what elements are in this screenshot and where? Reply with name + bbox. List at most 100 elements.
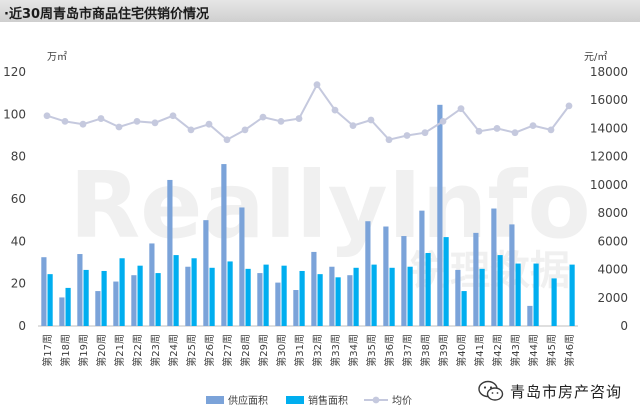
bar-sales — [497, 255, 503, 326]
bar-supply — [293, 290, 299, 326]
price-point — [547, 126, 555, 134]
x-tick-label: 第28周 — [239, 334, 252, 367]
price-point — [223, 136, 231, 144]
bar-sales — [479, 268, 485, 326]
x-tick-label: 第31周 — [293, 334, 306, 367]
bar-supply — [509, 224, 515, 326]
y-right-tick-label: 10000 — [590, 178, 628, 192]
wechat-account-name: 青岛市房产咨询 — [510, 382, 623, 401]
bar-supply — [473, 232, 479, 326]
bar-supply — [221, 164, 227, 326]
bar-sales — [551, 278, 557, 326]
x-tick-label: 第27周 — [221, 334, 234, 367]
bar-supply — [401, 236, 407, 326]
bar-supply — [365, 221, 371, 326]
bar-supply — [311, 251, 317, 326]
price-point — [403, 132, 411, 139]
bar-sales — [515, 263, 521, 326]
bar-supply — [491, 208, 497, 326]
x-tick-label: 第38周 — [419, 334, 432, 367]
x-tick-label: 第20周 — [95, 334, 108, 367]
bar-sales — [569, 264, 575, 326]
x-tick-label: 第33周 — [329, 334, 342, 367]
bar-sales — [65, 287, 71, 326]
bar-supply — [257, 273, 263, 326]
legend-swatch-supply — [206, 396, 224, 404]
bar-sales — [209, 267, 215, 326]
x-tick-label: 第30周 — [275, 334, 288, 367]
bar-supply — [41, 257, 47, 326]
y-right-axis-label: 元/㎡ — [584, 51, 607, 63]
wechat-icon — [478, 380, 504, 401]
x-tick-label: 第40周 — [455, 334, 468, 367]
y-right-tick-label: 6000 — [597, 234, 628, 248]
x-tick-label: 第37周 — [401, 334, 414, 367]
y-right-tick-label: 14000 — [590, 121, 628, 135]
bar-sales — [245, 268, 251, 326]
y-left-tick-label: 120 — [3, 65, 26, 79]
bar-sales — [101, 270, 107, 326]
y-left-tick-label: 100 — [3, 107, 26, 121]
price-point — [349, 122, 357, 130]
y-right-tick-label: 16000 — [590, 93, 628, 107]
x-tick-label: 第25周 — [185, 334, 198, 367]
price-point — [493, 125, 501, 132]
x-tick-label: 第23周 — [149, 334, 162, 367]
x-tick-label: 第35周 — [365, 334, 378, 367]
bar-sales — [425, 252, 431, 326]
bar-supply — [203, 220, 209, 326]
bar-sales — [407, 266, 413, 326]
x-tick-label: 第34周 — [347, 334, 360, 367]
price-point — [331, 106, 339, 114]
bar-supply — [329, 266, 335, 326]
price-point — [277, 117, 285, 125]
x-tick-label: 第44周 — [527, 334, 540, 367]
x-tick-label: 第29周 — [257, 334, 270, 367]
price-point — [439, 117, 447, 125]
bar-supply — [131, 275, 137, 326]
price-point — [565, 102, 573, 110]
y-right-tick-label: 18000 — [590, 65, 628, 79]
price-point — [169, 112, 177, 120]
bar-sales — [389, 267, 395, 326]
legend-marker-price — [372, 396, 380, 404]
bar-sales — [173, 255, 179, 326]
x-tick-label: 第19周 — [77, 334, 90, 367]
bar-sales — [227, 261, 233, 326]
bar-sales — [191, 258, 197, 326]
x-tick-label: 第22周 — [131, 334, 144, 367]
price-point — [205, 120, 213, 128]
bar-sales — [47, 274, 53, 326]
bar-sales — [461, 291, 467, 326]
title-bar: ·近30周青岛市商品住宅供销价情况 — [0, 0, 640, 22]
legend-label-sales: 销售面积 — [308, 394, 348, 407]
bar-sales — [119, 258, 125, 326]
price-point — [61, 117, 69, 125]
price-point — [43, 112, 51, 120]
price-point — [421, 129, 429, 137]
price-point — [151, 119, 159, 127]
bar-supply — [239, 207, 245, 326]
y-left-axis-label: 万㎡ — [47, 51, 67, 63]
bar-sales — [353, 267, 359, 326]
legend-swatch-sales — [286, 396, 304, 404]
bar-supply — [437, 104, 443, 326]
bar-supply — [113, 281, 119, 326]
bar-sales — [299, 270, 305, 326]
bar-supply — [347, 275, 353, 326]
x-tick-label: 第32周 — [311, 334, 324, 367]
price-point — [187, 126, 195, 134]
y-right-tick-label: 2000 — [597, 291, 628, 305]
y-left-tick-label: 40 — [11, 234, 26, 248]
x-tick-label: 第39周 — [437, 334, 450, 367]
wechat-badge: 青岛市房产咨询 — [478, 376, 622, 406]
price-point — [97, 115, 105, 122]
price-point — [313, 81, 321, 89]
price-point — [79, 120, 87, 128]
bar-supply — [167, 179, 173, 326]
bar-sales — [443, 237, 449, 326]
bar-supply — [419, 210, 425, 326]
bar-supply — [59, 297, 65, 326]
bar-sales — [335, 277, 341, 326]
y-left-tick-label: 0 — [18, 319, 26, 333]
